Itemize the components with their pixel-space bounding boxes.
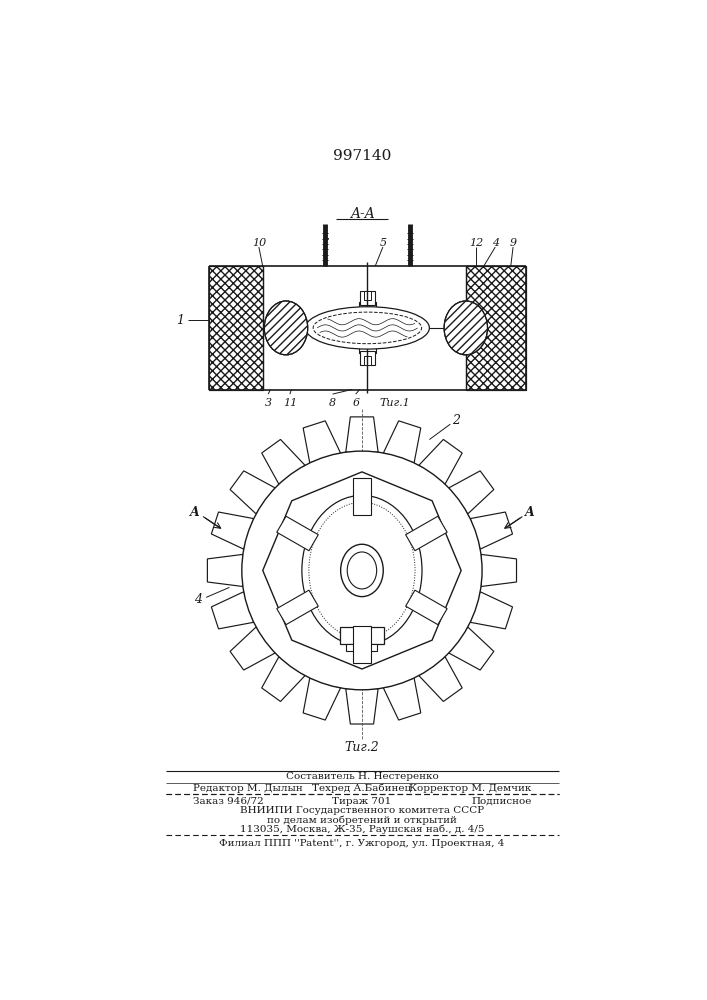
- Polygon shape: [262, 439, 305, 484]
- Polygon shape: [263, 472, 461, 669]
- Text: A: A: [190, 506, 200, 519]
- Circle shape: [242, 451, 482, 690]
- Text: Корректор М. Демчик: Корректор М. Демчик: [409, 784, 532, 793]
- Polygon shape: [470, 512, 513, 549]
- Bar: [466, 266, 526, 389]
- Text: 6: 6: [352, 398, 359, 408]
- Bar: [346, 644, 378, 651]
- Polygon shape: [353, 478, 371, 515]
- Ellipse shape: [305, 307, 429, 349]
- Bar: [340, 627, 384, 644]
- Polygon shape: [470, 592, 513, 629]
- Text: 7: 7: [321, 238, 328, 248]
- Text: 2: 2: [452, 414, 460, 427]
- Polygon shape: [207, 554, 243, 587]
- Text: 10: 10: [252, 238, 266, 248]
- Text: 5: 5: [380, 238, 387, 248]
- Polygon shape: [449, 627, 493, 670]
- Text: Филиал ППП ''Patent'', г. Ужгород, ул. Проектная, 4: Филиал ППП ''Patent'', г. Ужгород, ул. П…: [219, 839, 505, 848]
- Bar: [360, 291, 375, 305]
- Bar: [466, 266, 526, 389]
- Ellipse shape: [313, 312, 421, 344]
- Bar: [363, 356, 371, 365]
- Bar: [360, 351, 375, 365]
- Text: 9: 9: [510, 238, 517, 248]
- Polygon shape: [303, 421, 341, 463]
- Text: Подписное: Подписное: [472, 797, 532, 806]
- Text: Техред А.Бабинец: Техред А.Бабинец: [312, 784, 411, 793]
- Bar: [359, 334, 376, 353]
- Text: A-A: A-A: [349, 207, 374, 221]
- Polygon shape: [276, 516, 318, 551]
- Polygon shape: [481, 554, 517, 587]
- Ellipse shape: [444, 301, 488, 355]
- Ellipse shape: [264, 301, 308, 355]
- Text: 3: 3: [264, 398, 271, 408]
- Ellipse shape: [347, 552, 377, 589]
- Polygon shape: [419, 657, 462, 701]
- Text: Τиг.1: Τиг.1: [379, 398, 410, 408]
- Polygon shape: [406, 516, 447, 551]
- Text: 113035, Москва, Ж-35, Раушская наб., д. 4/5: 113035, Москва, Ж-35, Раушская наб., д. …: [240, 824, 484, 834]
- Text: по делам изобретений и открытий: по делам изобретений и открытий: [267, 815, 457, 825]
- Polygon shape: [303, 678, 341, 720]
- Text: Тираж 701: Тираж 701: [332, 797, 392, 806]
- Polygon shape: [383, 421, 421, 463]
- Polygon shape: [419, 439, 462, 484]
- Text: 1: 1: [176, 314, 184, 327]
- Text: 997140: 997140: [333, 149, 391, 163]
- Text: A: A: [525, 506, 535, 519]
- Polygon shape: [230, 627, 275, 670]
- Text: 8: 8: [329, 398, 336, 408]
- Polygon shape: [346, 417, 378, 452]
- Polygon shape: [383, 678, 421, 720]
- Polygon shape: [211, 512, 254, 549]
- Bar: [209, 266, 263, 389]
- Polygon shape: [211, 592, 254, 629]
- Polygon shape: [346, 689, 378, 724]
- Text: 4: 4: [491, 238, 499, 248]
- Text: Редактор М. Дылын: Редактор М. Дылын: [193, 784, 303, 793]
- Bar: [359, 302, 376, 322]
- Polygon shape: [406, 590, 447, 625]
- Circle shape: [203, 413, 521, 728]
- Text: Заказ 946/72: Заказ 946/72: [193, 797, 264, 806]
- Polygon shape: [449, 471, 493, 514]
- Polygon shape: [262, 657, 305, 701]
- Text: 4: 4: [194, 593, 202, 606]
- Text: Составитель Н. Нестеренко: Составитель Н. Нестеренко: [286, 772, 438, 781]
- Ellipse shape: [341, 544, 383, 597]
- Ellipse shape: [302, 495, 422, 646]
- Ellipse shape: [309, 502, 415, 639]
- Bar: [209, 266, 263, 389]
- Text: Τиг.2: Τиг.2: [344, 741, 380, 754]
- Bar: [363, 291, 371, 300]
- Text: 11: 11: [283, 398, 297, 408]
- Text: ВНИИПИ Государственного комитета СССР: ВНИИПИ Государственного комитета СССР: [240, 806, 484, 815]
- Text: 12: 12: [469, 238, 483, 248]
- Polygon shape: [276, 590, 318, 625]
- Polygon shape: [230, 471, 275, 514]
- Polygon shape: [353, 626, 371, 663]
